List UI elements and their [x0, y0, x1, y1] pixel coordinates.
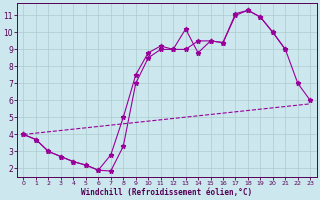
X-axis label: Windchill (Refroidissement éolien,°C): Windchill (Refroidissement éolien,°C) [81, 188, 252, 197]
